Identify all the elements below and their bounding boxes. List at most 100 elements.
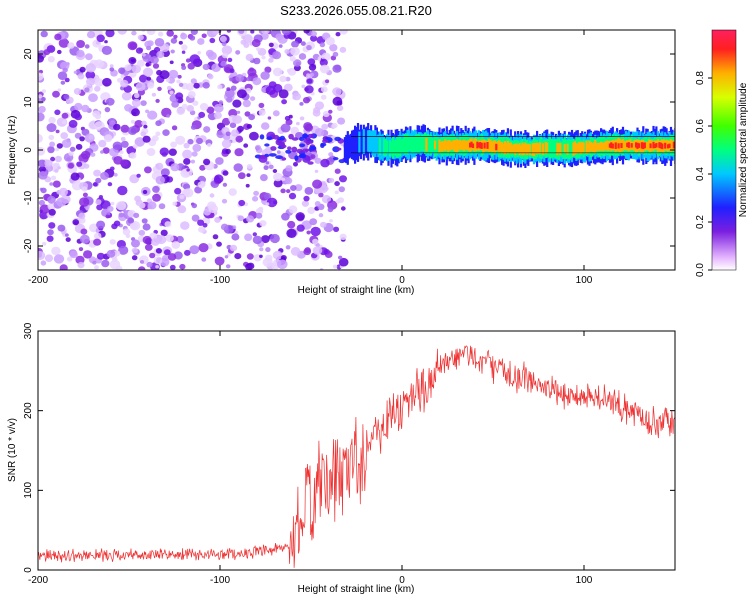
noise-blob — [139, 260, 145, 264]
noise-blob — [244, 233, 253, 242]
ridge-cell — [410, 135, 413, 154]
noise-blob — [55, 129, 60, 134]
noise-blob — [162, 129, 170, 137]
noise-blob — [272, 110, 280, 117]
noise-blob — [38, 251, 46, 260]
noise-blob — [215, 157, 224, 165]
noise-blob — [246, 164, 253, 169]
ridge-cell — [432, 138, 435, 152]
noise-blob — [221, 198, 228, 204]
noise-blob — [174, 187, 182, 195]
noise-blob — [192, 100, 199, 106]
ridge-cell — [662, 139, 665, 153]
ridge-cell — [445, 141, 448, 150]
ridge-cell — [367, 130, 370, 152]
noise-blob — [303, 195, 310, 202]
ridge-cell — [422, 135, 425, 152]
noise-blob — [88, 135, 94, 140]
bottom-x-axis: -200 -100 0 100 — [28, 331, 593, 586]
noise-blob — [81, 104, 90, 113]
noise-blob — [179, 263, 186, 270]
noise-blob — [38, 159, 47, 168]
noise-blob — [39, 209, 43, 213]
noise-blob — [252, 77, 262, 86]
noise-blob — [221, 41, 227, 47]
ridge-cell — [672, 141, 675, 149]
noise-blob — [118, 212, 124, 218]
colorbar-label: Normalized spectral amplitude — [738, 82, 749, 217]
noise-blob — [159, 147, 169, 156]
noise-blob — [310, 226, 321, 237]
noise-blob — [102, 147, 110, 154]
noise-blob — [229, 68, 235, 73]
ridge-cell — [578, 141, 581, 153]
ridge-cell — [645, 141, 648, 151]
bottom-x-tick-label: -200 — [28, 575, 48, 586]
ridge-cell — [396, 136, 399, 159]
colorbar-tick-label: 0.4 — [695, 167, 706, 181]
ridge-cell — [610, 142, 613, 149]
noise-blob — [165, 78, 170, 83]
noise-blob — [42, 241, 47, 246]
ridge-cell — [604, 141, 607, 151]
spectrogram-ridge — [343, 123, 675, 168]
noise-blob — [93, 232, 102, 240]
ridge-cell — [640, 142, 643, 149]
ridge-cell — [388, 140, 392, 157]
colorbar-tick-label: 0.2 — [695, 215, 706, 229]
noise-blob — [109, 64, 114, 68]
top-y-tick-label: -10 — [23, 190, 34, 205]
noise-blob — [199, 164, 206, 171]
noise-blob — [240, 39, 247, 45]
noise-blob — [190, 124, 197, 130]
colorbar-tick-label: 0.6 — [695, 119, 706, 133]
noise-blob — [229, 77, 234, 82]
noise-blob — [213, 174, 224, 184]
noise-blob — [234, 253, 242, 260]
ridge-cell — [579, 142, 582, 154]
ridge-cell — [576, 143, 579, 153]
noise-blob — [107, 205, 114, 212]
ridge-cell — [419, 136, 422, 151]
top-x-tick-label: 0 — [399, 275, 405, 286]
noise-blob — [129, 222, 138, 230]
noise-blob — [67, 162, 74, 169]
noise-blob — [209, 37, 216, 44]
noise-blob — [286, 68, 292, 73]
noise-blob — [96, 34, 105, 43]
noise-blob — [320, 86, 328, 93]
noise-blob — [265, 247, 271, 253]
noise-blob — [154, 38, 165, 47]
ridge-cell — [533, 143, 536, 157]
ridge-cell — [458, 139, 461, 150]
noise-blob — [57, 224, 66, 232]
top-x-tick-label: -100 — [210, 275, 230, 286]
ridge-cell — [434, 140, 437, 150]
ridge-cell — [368, 129, 371, 153]
noise-blob — [278, 89, 289, 99]
ridge-cell — [455, 139, 459, 153]
ridge-cell — [522, 144, 525, 155]
noise-blob — [142, 189, 148, 195]
noise-blob — [60, 132, 68, 140]
noise-blob — [232, 99, 242, 108]
colorbar-ticks: 0.0 0.2 0.4 0.6 0.8 — [695, 71, 712, 277]
ridge-cell — [477, 142, 480, 148]
noise-blob — [137, 34, 144, 41]
noise-blob — [38, 112, 45, 122]
noise-blob — [288, 114, 293, 119]
noise-blob — [339, 175, 347, 183]
noise-blob — [186, 105, 194, 112]
ridge-cell — [467, 140, 470, 152]
bottom-y-tick-label: 200 — [23, 402, 34, 419]
noise-blob — [41, 97, 46, 102]
noise-blob — [67, 42, 75, 49]
ridge-cell — [372, 130, 376, 158]
noise-blob — [263, 165, 269, 170]
noise-blob — [38, 171, 48, 180]
noise-blob — [220, 60, 227, 67]
ridge-cell — [352, 129, 355, 161]
noise-blob — [155, 163, 159, 168]
noise-blob — [286, 228, 297, 238]
noise-blob — [50, 156, 56, 162]
